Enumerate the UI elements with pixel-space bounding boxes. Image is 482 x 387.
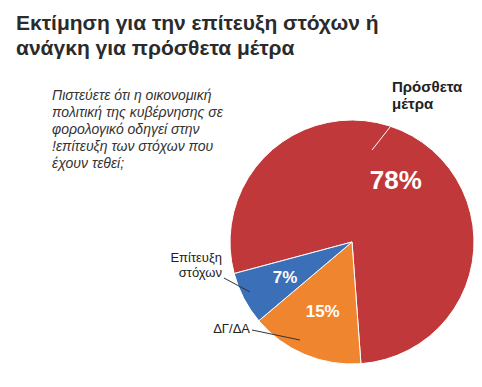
- data-labels: 78% 15% 7%: [273, 165, 422, 321]
- pie-slice: [230, 120, 474, 364]
- chart: Εκτίμηση για την επίτευξη στόχων ήανάγκη…: [0, 0, 482, 387]
- category-labels: Πρόσθεταμέτρα ΔΓ/ΔΑ Επίτευξηστόχων: [170, 78, 463, 340]
- leader-line: [372, 122, 394, 150]
- category-label: Πρόσθεταμέτρα: [392, 78, 463, 112]
- title: Εκτίμηση για την επίτευξη στόχων ήανάγκη…: [16, 11, 379, 59]
- data-label: 15%: [306, 302, 340, 321]
- category-label: ΔΓ/ΔΑ: [213, 321, 250, 336]
- pie: [230, 120, 474, 364]
- category-label: Επίτευξηστόχων: [170, 250, 222, 280]
- subtitle: Πιστεύετε ότι η οικονομικήπολιτική της κ…: [52, 87, 224, 171]
- data-label: 7%: [273, 268, 298, 287]
- data-label: 78%: [370, 165, 422, 195]
- leader-line: [224, 278, 250, 292]
- pie-slice: [234, 242, 352, 321]
- leader-line: [252, 330, 300, 340]
